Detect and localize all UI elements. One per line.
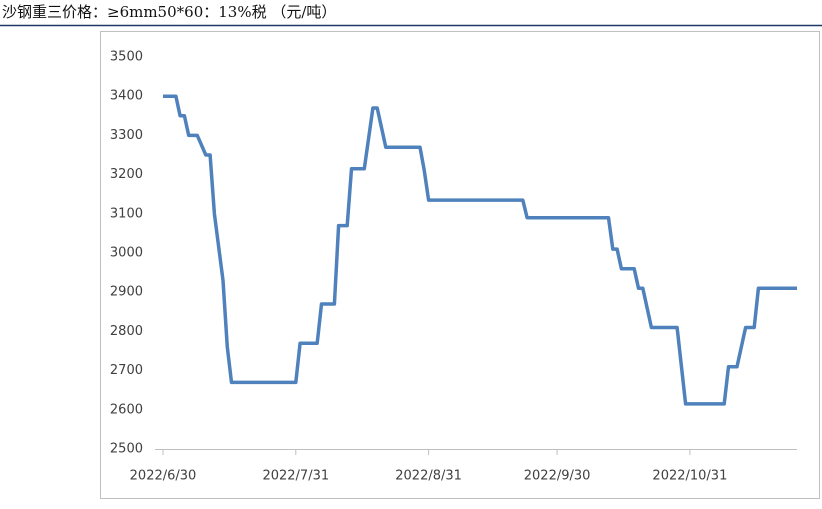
x-tick-label: 2022/6/30 — [130, 469, 197, 484]
y-tick-label: 3400 — [110, 89, 143, 104]
x-tick-label: 2022/10/31 — [652, 469, 727, 484]
y-tick-label: 3000 — [110, 246, 143, 261]
x-tick-label: 2022/8/31 — [395, 469, 462, 484]
x-tick-label: 2022/7/31 — [262, 469, 329, 484]
y-tick-label: 3300 — [110, 128, 143, 143]
y-tick-label: 2600 — [110, 402, 143, 417]
y-tick-label: 3500 — [110, 50, 143, 65]
y-tick-label: 2900 — [110, 285, 143, 300]
y-tick-label: 3100 — [110, 206, 143, 221]
x-tick-label: 2022/9/30 — [524, 469, 591, 484]
chart-title: 沙钢重三价格：≥6mm50*60：13%税 （元/吨） — [2, 3, 337, 21]
price-line — [163, 94, 797, 406]
y-tick-label: 2500 — [110, 442, 143, 457]
chart-frame — [100, 31, 820, 499]
y-tick-label: 3200 — [110, 167, 143, 182]
y-tick-label: 2700 — [110, 363, 143, 378]
y-tick-label: 2800 — [110, 324, 143, 339]
